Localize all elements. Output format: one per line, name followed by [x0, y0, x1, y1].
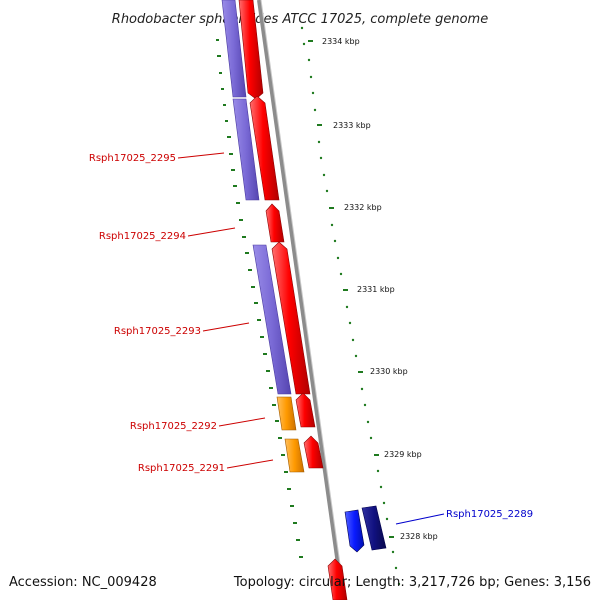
gene-label-2289[interactable]: Rsph17025_2289 [446, 509, 533, 520]
gene-label-2293[interactable]: Rsph17025_2293 [114, 326, 201, 337]
red-feature-1[interactable] [238, 0, 264, 100]
red-feature-6[interactable] [303, 435, 324, 469]
genome-summary-text: Topology: circular; Length: 3,217,726 bp… [233, 575, 591, 590]
tick-label-2329: 2329 kbp [384, 450, 422, 459]
tick-label-2334: 2334 kbp [322, 37, 360, 46]
gene-label-2291[interactable]: Rsph17025_2291 [138, 463, 225, 474]
inner-dotted-ring [216, 39, 303, 558]
orange-feature-2[interactable] [284, 438, 305, 473]
orange-features [276, 396, 305, 473]
blue-features [344, 505, 387, 553]
genome-backbone [257, 0, 346, 600]
orange-feature-1[interactable] [276, 396, 297, 431]
purple-feature-1[interactable] [221, 0, 247, 98]
navy-feature-1[interactable] [361, 505, 387, 551]
scale-labels: 2334 kbp 2333 kbp 2332 kbp 2331 kbp 2330… [322, 37, 438, 541]
blue-feature-1[interactable] [344, 509, 365, 553]
red-feature-7[interactable] [327, 558, 348, 600]
red-feature-5[interactable] [295, 392, 316, 428]
scale-ring [300, 26, 401, 586]
gene-label-2292[interactable]: Rsph17025_2292 [130, 421, 217, 432]
map-title: Rhodobacter sphaeroides ATCC 17025, comp… [112, 12, 488, 27]
tick-label-2333: 2333 kbp [333, 121, 371, 130]
reverse-strand-features [221, 0, 292, 395]
forward-strand-features [238, 0, 348, 600]
leader-lines [177, 152, 445, 525]
gene-labels: Rsph17025_2295 Rsph17025_2294 Rsph17025_… [89, 153, 533, 520]
tick-label-2331: 2331 kbp [357, 285, 395, 294]
scale-ticks [308, 40, 394, 538]
purple-feature-2[interactable] [232, 98, 260, 201]
tick-label-2332: 2332 kbp [344, 203, 382, 212]
red-feature-2[interactable] [249, 95, 280, 201]
purple-feature-3[interactable] [252, 244, 292, 395]
red-feature-4[interactable] [271, 241, 311, 395]
red-feature-3[interactable] [265, 203, 285, 243]
gene-label-2294[interactable]: Rsph17025_2294 [99, 231, 186, 242]
accession-text: Accession: NC_009428 [9, 575, 157, 590]
gene-label-2295[interactable]: Rsph17025_2295 [89, 153, 176, 164]
tick-label-2328: 2328 kbp [400, 532, 438, 541]
tick-label-2330: 2330 kbp [370, 367, 408, 376]
